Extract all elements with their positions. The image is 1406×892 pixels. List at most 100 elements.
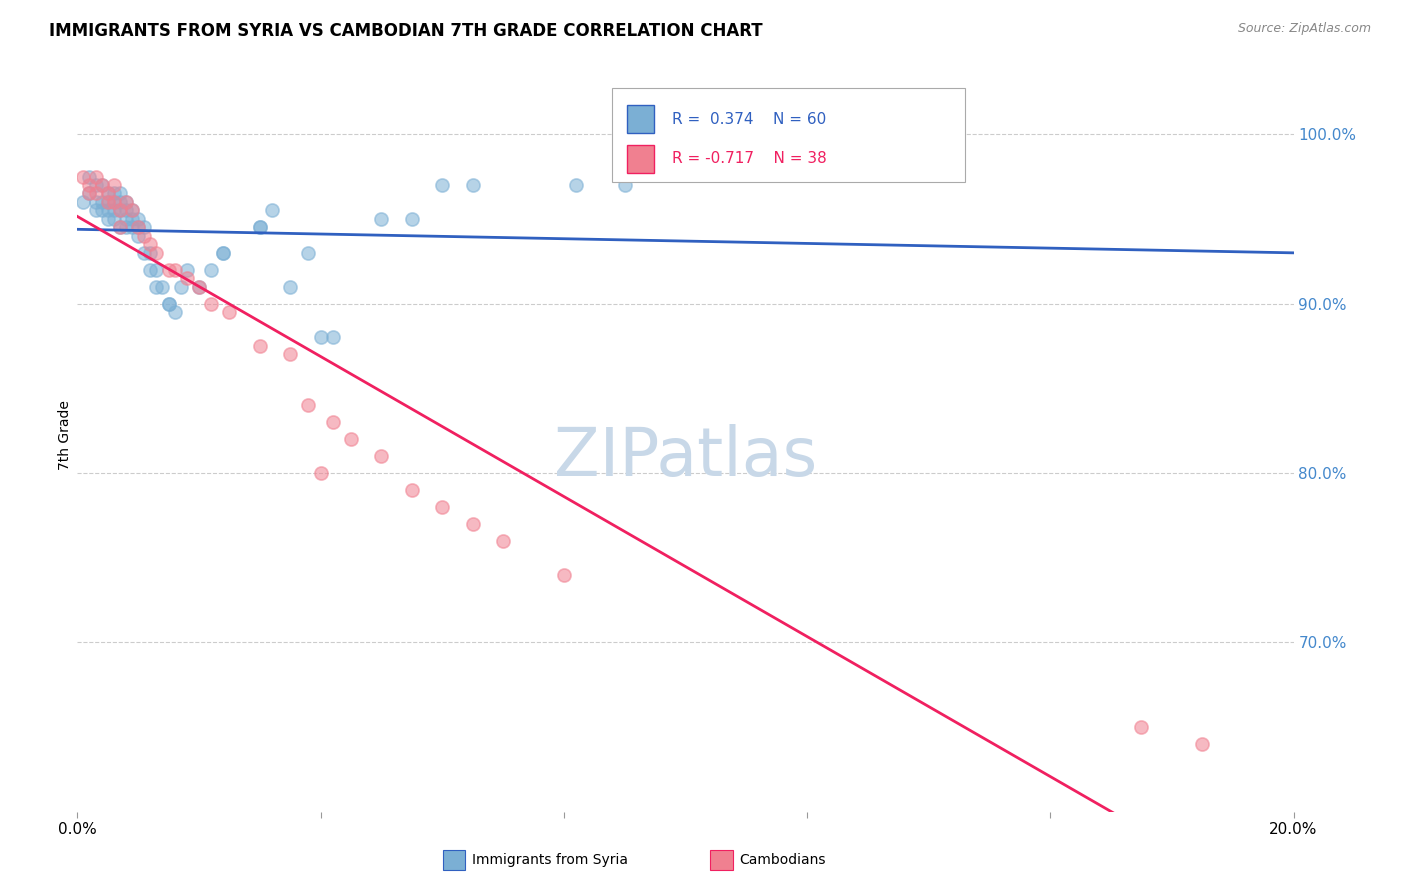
Point xyxy=(108,186,131,201)
Point xyxy=(565,178,588,192)
Point xyxy=(103,186,125,201)
Point xyxy=(90,203,112,218)
Point xyxy=(249,339,271,353)
Point xyxy=(492,533,515,548)
Point xyxy=(432,178,454,192)
Point xyxy=(121,220,143,235)
Point xyxy=(97,186,120,201)
Point xyxy=(115,220,138,235)
Point xyxy=(79,178,101,192)
Point xyxy=(170,279,193,293)
Point xyxy=(163,262,186,277)
Point xyxy=(163,305,186,319)
Point xyxy=(103,194,125,209)
Text: R =  0.374    N = 60: R = 0.374 N = 60 xyxy=(672,112,827,127)
Point xyxy=(553,567,575,582)
Point xyxy=(84,169,107,184)
Point xyxy=(139,262,162,277)
Point xyxy=(97,211,120,226)
Point xyxy=(461,178,484,192)
Point xyxy=(84,178,107,192)
Point xyxy=(297,245,319,260)
Point xyxy=(108,203,131,218)
Point xyxy=(461,516,484,531)
Point xyxy=(157,262,180,277)
Text: IMMIGRANTS FROM SYRIA VS CAMBODIAN 7TH GRADE CORRELATION CHART: IMMIGRANTS FROM SYRIA VS CAMBODIAN 7TH G… xyxy=(49,22,763,40)
Point xyxy=(297,398,319,412)
Point xyxy=(108,220,131,235)
Text: R = -0.717    N = 38: R = -0.717 N = 38 xyxy=(672,152,827,167)
Point xyxy=(134,228,156,243)
Point xyxy=(72,169,94,184)
Point xyxy=(218,305,240,319)
FancyBboxPatch shape xyxy=(627,145,654,173)
Point xyxy=(260,203,283,218)
FancyBboxPatch shape xyxy=(613,88,965,182)
Point xyxy=(127,220,149,235)
Point xyxy=(401,483,423,497)
Point xyxy=(309,330,332,344)
Point xyxy=(152,279,174,293)
Point xyxy=(309,466,332,480)
Point xyxy=(145,279,167,293)
Point xyxy=(97,186,120,201)
Point xyxy=(121,203,143,218)
Point xyxy=(103,211,125,226)
Point xyxy=(79,186,101,201)
FancyBboxPatch shape xyxy=(627,104,654,134)
Point xyxy=(84,203,107,218)
Point xyxy=(145,245,167,260)
Point xyxy=(370,211,392,226)
Point xyxy=(115,203,138,218)
Point xyxy=(212,245,235,260)
Point xyxy=(90,194,112,209)
Point xyxy=(79,169,101,184)
Point xyxy=(139,245,162,260)
Point xyxy=(84,186,107,201)
Point xyxy=(212,245,235,260)
Point xyxy=(340,432,363,446)
Point xyxy=(127,220,149,235)
Point xyxy=(139,237,162,252)
Point xyxy=(84,194,107,209)
Point xyxy=(249,220,271,235)
Point xyxy=(176,262,198,277)
Point xyxy=(108,194,131,209)
Point xyxy=(103,178,125,192)
Point xyxy=(1130,720,1153,734)
Point xyxy=(90,178,112,192)
Point xyxy=(157,296,180,310)
Point xyxy=(115,194,138,209)
Point xyxy=(97,194,120,209)
Point xyxy=(278,347,301,361)
Text: Cambodians: Cambodians xyxy=(740,853,827,867)
Point xyxy=(370,449,392,463)
Point xyxy=(157,296,180,310)
Point xyxy=(121,203,143,218)
Point xyxy=(72,194,94,209)
Text: Immigrants from Syria: Immigrants from Syria xyxy=(472,853,628,867)
Point xyxy=(278,279,301,293)
Point xyxy=(121,211,143,226)
Point xyxy=(103,194,125,209)
Point xyxy=(90,178,112,192)
Point xyxy=(97,194,120,209)
Point xyxy=(1191,737,1213,751)
Point xyxy=(115,194,138,209)
Point xyxy=(322,330,344,344)
Point xyxy=(200,262,222,277)
Point xyxy=(249,220,271,235)
Y-axis label: 7th Grade: 7th Grade xyxy=(58,400,72,470)
Point xyxy=(134,220,156,235)
Point xyxy=(188,279,211,293)
Point xyxy=(145,262,167,277)
Point xyxy=(108,203,131,218)
Point xyxy=(401,211,423,226)
Point xyxy=(79,186,101,201)
Point xyxy=(127,211,149,226)
Point xyxy=(432,500,454,514)
Point xyxy=(115,211,138,226)
Point xyxy=(613,178,636,192)
Point xyxy=(322,415,344,429)
Point xyxy=(108,220,131,235)
